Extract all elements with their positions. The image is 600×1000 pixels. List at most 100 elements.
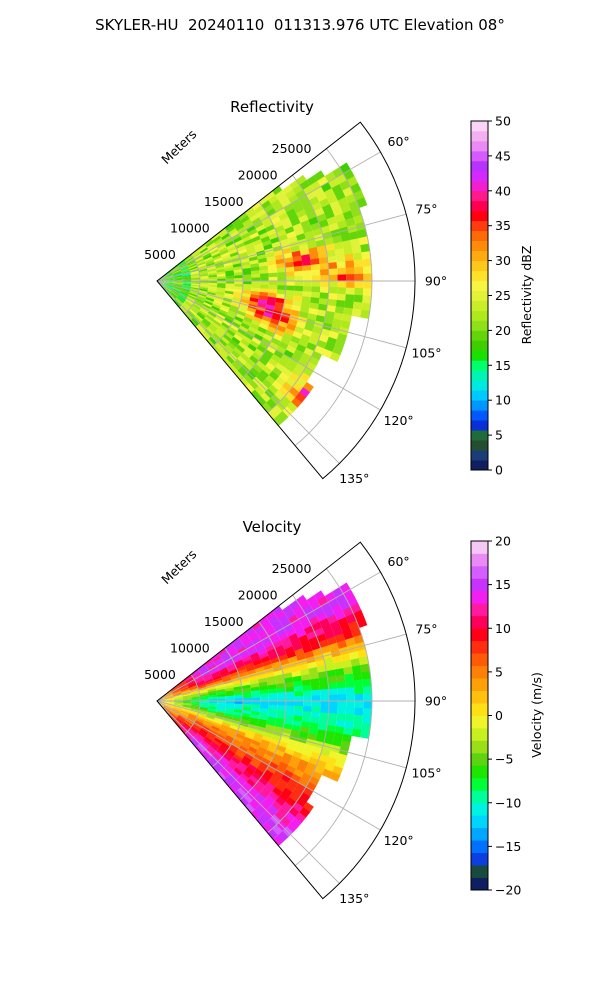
- radial-tick-label: 25000: [272, 141, 312, 156]
- field-cell: [207, 709, 217, 714]
- field-cell: [353, 679, 363, 688]
- field-cell: [255, 330, 266, 338]
- field-cell: [293, 204, 305, 214]
- field-cell: [240, 652, 250, 660]
- field-cell: [278, 614, 289, 624]
- field-cell: [250, 263, 260, 269]
- field-cell: [272, 333, 283, 342]
- field-cell: [235, 313, 245, 320]
- field-cell: [225, 701, 235, 704]
- field-cell: [298, 758, 309, 768]
- field-cell: [282, 247, 292, 255]
- field-cell: [219, 726, 229, 733]
- field-cell: [250, 389, 261, 400]
- field-cell: [271, 619, 282, 629]
- colorbar-swatch: [471, 615, 488, 629]
- field-cell: [235, 764, 246, 774]
- field-cell: [265, 610, 276, 621]
- field-cell: [286, 208, 297, 218]
- field-cell: [193, 302, 202, 309]
- colorbar-swatch: [471, 350, 488, 361]
- field-cell: [336, 713, 346, 722]
- field-cell: [298, 615, 310, 625]
- field-cell: [354, 281, 364, 289]
- field-cell: [237, 787, 247, 798]
- field-cell: [302, 711, 312, 718]
- field-cell: [194, 676, 204, 683]
- colorbar-swatch: [471, 715, 488, 729]
- field-cell: [276, 709, 286, 715]
- field-cell: [283, 252, 293, 259]
- field-cell: [215, 735, 225, 743]
- field-cell: [195, 325, 204, 334]
- field-cell: [360, 243, 370, 253]
- field-cell: [249, 787, 260, 797]
- field-cell: [272, 415, 284, 427]
- field-cell: [245, 665, 256, 673]
- field-cell: [319, 706, 329, 714]
- field-cell: [194, 256, 204, 263]
- field-cell: [312, 227, 323, 237]
- field-cell: [301, 352, 312, 363]
- field-cell: [199, 275, 209, 279]
- field-cell: [285, 609, 296, 620]
- field-cell: [285, 797, 297, 808]
- field-cell: [211, 723, 221, 730]
- field-cell: [266, 765, 277, 775]
- field-cell: [270, 318, 280, 326]
- field-cell: [223, 262, 233, 267]
- field-cell: [302, 185, 314, 196]
- field-cell: [251, 201, 262, 211]
- field-cell: [288, 194, 299, 204]
- field-cell: [293, 265, 303, 272]
- field-cell: [172, 689, 181, 695]
- field-cell: [212, 319, 222, 327]
- field-cell: [360, 663, 370, 673]
- field-cell: [237, 355, 247, 365]
- field-cell: [251, 739, 261, 747]
- field-cell: [191, 275, 200, 278]
- field-cell: [275, 796, 286, 807]
- field-cell: [285, 281, 295, 287]
- field-cell: [169, 712, 177, 719]
- field-cell: [288, 614, 299, 624]
- field-cell: [204, 718, 214, 724]
- field-cell: [237, 727, 247, 734]
- field-cell: [335, 719, 346, 728]
- field-cell: [170, 265, 179, 272]
- field-cell: [268, 322, 279, 330]
- field-cell: [286, 323, 297, 332]
- field-cell: [340, 740, 351, 750]
- field-cell: [238, 745, 249, 753]
- field-cell: [188, 684, 198, 690]
- field-cell: [354, 686, 364, 695]
- field-cell: [204, 316, 213, 324]
- field-cell: [243, 659, 253, 666]
- field-cell: [226, 749, 236, 757]
- field-cell: [216, 328, 225, 337]
- field-cell: [237, 307, 247, 314]
- field-cell: [276, 289, 286, 295]
- field-cell: [281, 787, 293, 798]
- field-cell: [177, 680, 186, 687]
- field-cell: [253, 732, 264, 740]
- field-cell: [197, 263, 207, 268]
- field-cell: [217, 701, 226, 704]
- field-cell: [235, 751, 245, 759]
- field-cell: [229, 304, 239, 311]
- field-cell: [305, 610, 317, 621]
- field-cell: [267, 684, 277, 690]
- field-cell: [206, 715, 215, 720]
- field-cell: [276, 683, 286, 689]
- field-cell: [163, 286, 171, 293]
- field-cell: [270, 216, 281, 225]
- field-cell: [362, 678, 372, 688]
- field-cell: [251, 690, 260, 695]
- field-cell: [323, 736, 334, 746]
- range-ring: [239, 201, 287, 381]
- field-cell: [196, 715, 206, 721]
- field-cell: [196, 681, 206, 687]
- colorbar-swatch: [471, 815, 488, 829]
- field-cell: [295, 782, 306, 793]
- field-cell: [164, 694, 173, 698]
